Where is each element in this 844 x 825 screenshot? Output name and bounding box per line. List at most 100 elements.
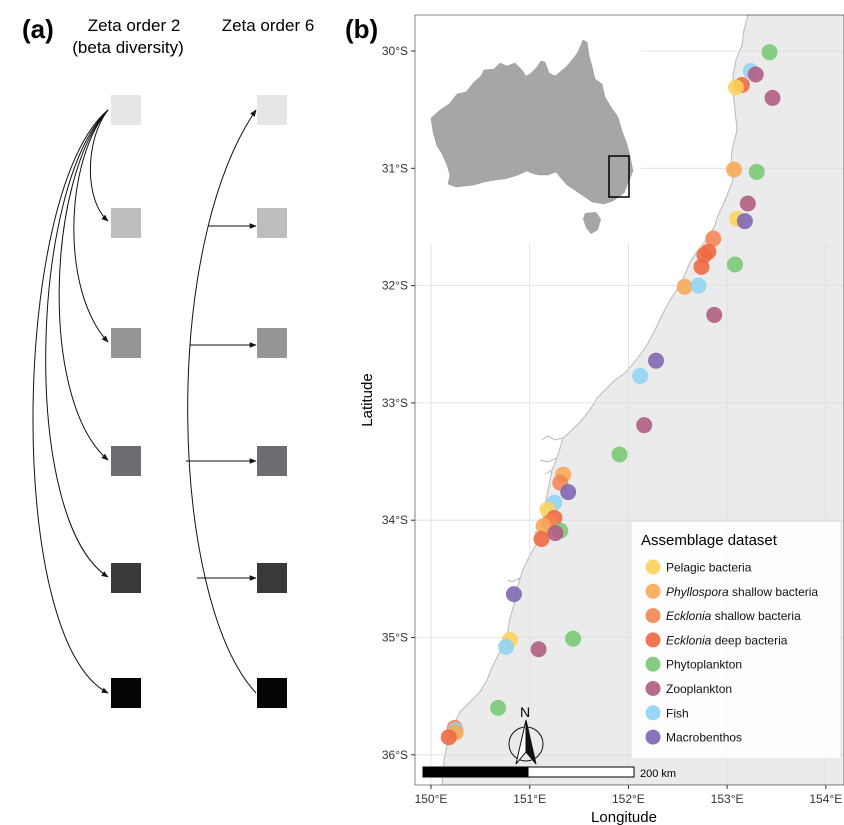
legend-label-pelagic: Pelagic bacteria — [666, 561, 752, 575]
site-point-phytoplankton-39 — [490, 699, 507, 716]
zeta-order-2-title: Zeta order 2 — [88, 16, 181, 35]
panel-b-label: (b) — [345, 14, 378, 44]
legend: Assemblage dataset Pelagic bacteria Phyll… — [632, 522, 840, 758]
site-point-phyllospora-6 — [726, 161, 743, 178]
x-tick-label-4: 154°E — [809, 792, 842, 806]
map-panel: N 200 km Assemblage dataset Pelagic bact… — [414, 14, 844, 786]
legend-swatch-ecklonia_shallow — [645, 608, 661, 624]
zeta-order-6-title: Zeta order 6 — [222, 16, 315, 35]
site-square-order-2-4 — [111, 446, 141, 476]
big-arc-up — [187, 109, 257, 694]
site-square-order-6-1 — [257, 95, 287, 125]
x-tick-label-2: 152°E — [612, 792, 645, 806]
legend-swatch-macrobenthos — [645, 729, 661, 745]
site-points — [440, 44, 781, 746]
site-square-order-2-2 — [111, 208, 141, 238]
x-tick-label-0: 150°E — [415, 792, 448, 806]
site-square-order-2-3 — [111, 328, 141, 358]
site-point-zooplankton-32 — [547, 525, 564, 542]
legend-label-ecklonia_shallow: Ecklonia shallow bacteria — [666, 609, 801, 623]
y-tick-label-0: 30°S — [382, 44, 408, 58]
site-point-pelagic-4 — [727, 79, 744, 96]
x-tick-label-1: 151°E — [513, 792, 546, 806]
legend-label-macrobenthos: Macrobenthos — [666, 731, 742, 745]
y-tick-label-1: 31°S — [382, 161, 408, 175]
inset-map — [415, 15, 641, 243]
site-square-order-2-5 — [111, 563, 141, 593]
site-point-phyllospora-16 — [676, 278, 693, 295]
site-point-zooplankton-38 — [530, 641, 547, 658]
site-point-zooplankton-8 — [739, 195, 756, 212]
arrow-1-5 — [45, 109, 109, 578]
y-tick-label-3: 33°S — [382, 396, 408, 410]
legend-swatch-fish — [645, 705, 661, 721]
site-square-order-6-3 — [257, 328, 287, 358]
site-point-phytoplankton-7 — [748, 163, 765, 180]
legend-label-zooplankton: Zooplankton — [666, 682, 732, 696]
legend-label-ecklonia_deep: Ecklonia deep bacteria — [666, 633, 788, 647]
x-axis-ticks: 150°E 151°E 152°E 153°E 154°E — [415, 785, 842, 806]
site-point-phytoplankton-22 — [611, 446, 628, 463]
legend-swatch-pelagic — [645, 559, 661, 575]
site-point-macrobenthos-19 — [648, 352, 665, 369]
site-point-macrobenthos-25 — [560, 484, 577, 501]
site-point-macrobenthos-34 — [505, 586, 522, 603]
y-axis-ticks: 30°S 31°S 32°S 33°S 34°S 35°S 36°S — [382, 44, 415, 762]
scale-bar-black — [422, 766, 529, 778]
y-tick-label-6: 36°S — [382, 748, 408, 762]
tasmania-shape — [583, 212, 601, 234]
site-point-phyllospora-30 — [535, 518, 552, 535]
legend-swatch-phytoplankton — [645, 656, 661, 672]
site-point-zooplankton-21 — [636, 417, 653, 434]
scale-bar-label: 200 km — [640, 768, 676, 780]
north-arrow-right — [525, 719, 537, 765]
arrow-1-6 — [32, 109, 109, 694]
site-point-zooplankton-5 — [764, 89, 781, 106]
site-point-ecklonia_deep-43 — [440, 729, 457, 746]
panel-b: (b) — [345, 14, 844, 825]
legend-label-phytoplankton: Phytoplankton — [666, 658, 742, 672]
squares-zeta-order-2 — [111, 95, 141, 708]
north-arrow-label: N — [520, 704, 530, 720]
site-point-phytoplankton-35 — [565, 630, 582, 647]
legend-label-fish: Fish — [666, 706, 689, 720]
legend-background — [632, 522, 840, 758]
y-tick-label-4: 34°S — [382, 513, 408, 527]
arrow-1-3 — [73, 109, 109, 343]
legend-swatch-phyllospora — [645, 583, 661, 599]
y-tick-label-5: 35°S — [382, 631, 408, 645]
estuary-detail — [507, 435, 564, 583]
site-point-macrobenthos-10 — [736, 213, 753, 230]
north-arrow: N — [508, 704, 544, 765]
site-square-order-6-2 — [257, 208, 287, 238]
site-point-fish-37 — [498, 638, 515, 655]
y-tick-label-2: 32°S — [382, 279, 408, 293]
zeta-order-2-subtitle: (beta diversity) — [72, 38, 183, 57]
arrow-1-4 — [58, 109, 109, 461]
zeta-order-2-arrows — [32, 109, 109, 694]
site-square-order-6-5 — [257, 563, 287, 593]
site-point-zooplankton-18 — [706, 306, 723, 323]
legend-swatch-ecklonia_deep — [645, 632, 661, 648]
arrow-1-2 — [89, 109, 109, 222]
site-square-order-6-4 — [257, 446, 287, 476]
site-point-ecklonia_deep-14 — [693, 258, 710, 275]
site-point-ecklonia_deep-33 — [533, 530, 550, 547]
site-point-phytoplankton-15 — [726, 256, 743, 273]
study-region-box — [608, 155, 630, 198]
legend-title: Assemblage dataset — [641, 532, 778, 549]
panel-a-label: (a) — [22, 14, 54, 44]
site-square-order-2-6 — [111, 678, 141, 708]
scale-bar-white — [527, 766, 635, 778]
site-point-zooplankton-2 — [747, 66, 764, 83]
x-axis-label: Longitude — [591, 809, 657, 825]
map-frame — [414, 14, 844, 786]
site-point-fish-20 — [632, 367, 649, 384]
legend-items: Pelagic bacteria Phyllospora shallow bact… — [645, 559, 818, 745]
legend-swatch-zooplankton — [645, 681, 661, 696]
y-axis-label: Latitude — [359, 373, 376, 426]
site-point-phytoplankton-0 — [761, 44, 778, 61]
legend-label-phyllospora: Phyllospora shallow bacteria — [666, 585, 818, 599]
squares-zeta-order-6 — [257, 95, 287, 708]
